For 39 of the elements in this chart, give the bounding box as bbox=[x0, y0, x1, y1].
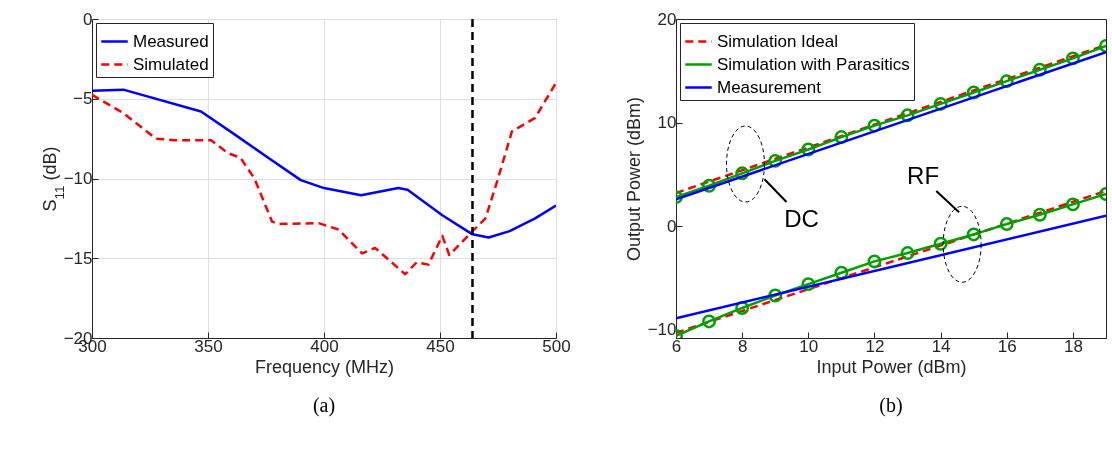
y-tick-label: 0 bbox=[83, 9, 93, 29]
annotation: DC bbox=[784, 205, 819, 232]
x-tick-label: 14 bbox=[931, 336, 951, 356]
point bbox=[933, 236, 948, 251]
text: (b) bbox=[879, 394, 903, 417]
text: (a) bbox=[312, 394, 336, 417]
legend-label: Measured bbox=[133, 31, 209, 51]
y-axis-title: Output Power (dBm) bbox=[623, 96, 644, 262]
annotation: RF bbox=[907, 162, 940, 190]
point bbox=[1065, 197, 1080, 212]
point bbox=[867, 254, 882, 269]
line-series bbox=[92, 88, 556, 239]
legend-label: Simulation Ideal bbox=[717, 31, 838, 51]
x-tick-label: 16 bbox=[997, 336, 1017, 356]
legend-label: Simulation with Parasitics bbox=[717, 54, 910, 74]
y-tick-label: 0 bbox=[667, 216, 677, 236]
point bbox=[966, 227, 981, 242]
y-tick-label: −15 bbox=[63, 248, 93, 268]
x-tick-label: 350 bbox=[194, 336, 223, 356]
x-axis-title: Input Power (dBm) bbox=[816, 356, 967, 377]
x-tick-label: 400 bbox=[310, 336, 339, 356]
y-tick-label: −5 bbox=[73, 89, 93, 109]
y-tick-label: −10 bbox=[63, 169, 93, 188]
x-tick-label: 450 bbox=[426, 336, 455, 356]
point bbox=[900, 246, 915, 261]
y-tick-label: 10 bbox=[657, 113, 677, 133]
point bbox=[702, 314, 717, 329]
x-tick-label: 12 bbox=[865, 336, 885, 356]
line-series bbox=[92, 81, 556, 276]
x-tick-label: 8 bbox=[737, 336, 748, 356]
x-tick-label: 500 bbox=[542, 336, 571, 356]
x-tick-label: 10 bbox=[799, 336, 819, 356]
point bbox=[999, 217, 1014, 232]
legend-label: Measurement bbox=[717, 77, 822, 97]
legend-label: Simulated bbox=[133, 54, 209, 74]
x-axis-title: Frequency (MHz) bbox=[254, 356, 395, 377]
point bbox=[1032, 207, 1047, 222]
x-tick-label: 18 bbox=[1063, 336, 1083, 356]
y-tick-label: 20 bbox=[657, 9, 677, 29]
